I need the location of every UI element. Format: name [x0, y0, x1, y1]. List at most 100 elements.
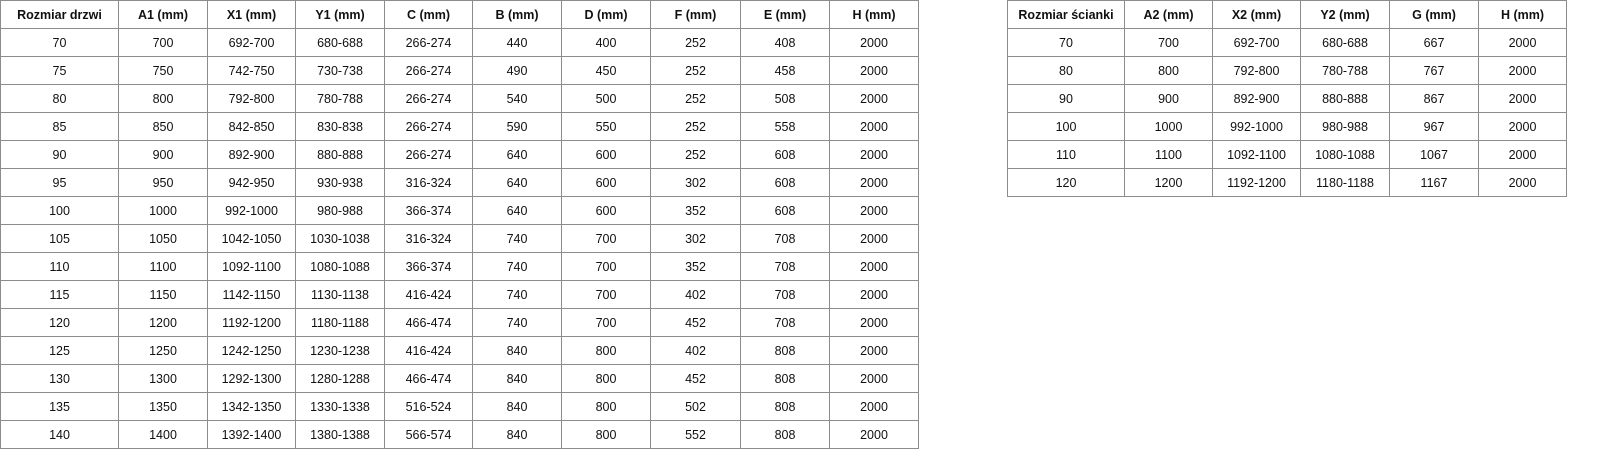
- table-cell: 640: [472, 168, 562, 197]
- table-cell: 120: [1007, 168, 1125, 197]
- table-row: 100 1000 992-1000 980-988 967 2000: [1007, 112, 1567, 141]
- table-cell: 600: [561, 168, 651, 197]
- table-cell: 2000: [829, 140, 919, 169]
- header-row: Rozmiar drzwi A1 (mm) X1 (mm) Y1 (mm) C (mm)…: [0, 0, 919, 29]
- table-row: 80 800 792-800 780-788 767 2000: [1007, 56, 1567, 85]
- table-cell: 1292-1300: [207, 364, 296, 393]
- table-cell: 600: [561, 140, 651, 169]
- column-header: A2 (mm): [1124, 0, 1213, 29]
- table-cell: 80: [1007, 56, 1125, 85]
- table-cell: 900: [118, 140, 208, 169]
- table-cell: 800: [561, 364, 651, 393]
- table-cell: 416-424: [384, 336, 473, 365]
- table-cell: 1380-1388: [295, 420, 385, 449]
- table-cell: 590: [472, 112, 562, 141]
- table-cell: 140: [0, 420, 119, 449]
- column-header: H (mm): [1478, 0, 1567, 29]
- table-cell: 90: [1007, 84, 1125, 113]
- table-cell: 2000: [1478, 112, 1567, 141]
- table-cell: 842-850: [207, 112, 296, 141]
- table-cell: 2000: [1478, 84, 1567, 113]
- table-cell: 1350: [118, 392, 208, 421]
- table-cell: 1000: [1124, 112, 1213, 141]
- table-cell: 1330-1338: [295, 392, 385, 421]
- table-cell: 266-274: [384, 28, 473, 57]
- column-header: Rozmiar drzwi: [0, 0, 119, 29]
- table-row: 95 950 942-950 930-938 316-324 640 600 302 608 20…: [0, 168, 919, 197]
- table-cell: 266-274: [384, 84, 473, 113]
- table-cell: 566-574: [384, 420, 473, 449]
- table-cell: 792-800: [207, 84, 296, 113]
- table-cell: 100: [0, 196, 119, 225]
- table-cell: 1392-1400: [207, 420, 296, 449]
- column-header: F (mm): [650, 0, 741, 29]
- table-cell: 266-274: [384, 112, 473, 141]
- table-cell: 540: [472, 84, 562, 113]
- table-cell: 85: [0, 112, 119, 141]
- table-cell: 550: [561, 112, 651, 141]
- table-cell: 767: [1389, 56, 1479, 85]
- table-cell: 1142-1150: [207, 280, 296, 309]
- table-cell: 840: [472, 420, 562, 449]
- table-cell: 2000: [829, 84, 919, 113]
- door-size-table: Rozmiar drzwi A1 (mm) X1 (mm) Y1 (mm) C (mm)…: [0, 0, 919, 449]
- table-cell: 950: [118, 168, 208, 197]
- table-cell: 840: [472, 364, 562, 393]
- table-cell: 967: [1389, 112, 1479, 141]
- table-cell: 867: [1389, 84, 1479, 113]
- table-cell: 1092-1100: [207, 252, 296, 281]
- table-cell: 402: [650, 336, 741, 365]
- table-cell: 800: [561, 420, 651, 449]
- table-cell: 608: [740, 140, 830, 169]
- table-cell: 608: [740, 196, 830, 225]
- table-cell: 708: [740, 280, 830, 309]
- table-cell: 302: [650, 168, 741, 197]
- table-cell: 2000: [829, 56, 919, 85]
- table-cell: 100: [1007, 112, 1125, 141]
- table-cell: 1180-1188: [1300, 168, 1390, 197]
- table-cell: 740: [472, 280, 562, 309]
- table-cell: 1000: [118, 196, 208, 225]
- table-body: 70 700 692-700 680-688 266-274 440 400 252 408 20…: [0, 28, 919, 449]
- table-cell: 800: [1124, 56, 1213, 85]
- table-cell: 1200: [1124, 168, 1213, 197]
- table-cell: 608: [740, 168, 830, 197]
- table-cell: 452: [650, 364, 741, 393]
- column-header: G (mm): [1389, 0, 1479, 29]
- column-header: H (mm): [829, 0, 919, 29]
- table-cell: 892-900: [1212, 84, 1301, 113]
- table-cell: 558: [740, 112, 830, 141]
- column-header: D (mm): [561, 0, 651, 29]
- table-cell: 2000: [829, 252, 919, 281]
- table-cell: 808: [740, 336, 830, 365]
- table-cell: 1067: [1389, 140, 1479, 169]
- table-row: 115 1150 1142-1150 1130-1138 416-424 740 700 40…: [0, 280, 919, 309]
- table-cell: 1200: [118, 308, 208, 337]
- table-cell: 640: [472, 140, 562, 169]
- table-cell: 740: [472, 308, 562, 337]
- table-cell: 700: [561, 308, 651, 337]
- table-cell: 2000: [1478, 140, 1567, 169]
- table-cell: 110: [0, 252, 119, 281]
- table-cell: 2000: [829, 336, 919, 365]
- table-cell: 500: [561, 84, 651, 113]
- table-cell: 80: [0, 84, 119, 113]
- table-cell: 980-988: [1300, 112, 1390, 141]
- table-cell: 490: [472, 56, 562, 85]
- table-cell: 1130-1138: [295, 280, 385, 309]
- table-cell: 95: [0, 168, 119, 197]
- table-cell: 780-788: [1300, 56, 1390, 85]
- table-cell: 808: [740, 364, 830, 393]
- table-body: 70 700 692-700 680-688 667 2000 80 800 792-800 78…: [1007, 28, 1567, 197]
- table-cell: 2000: [829, 112, 919, 141]
- table-cell: 700: [561, 280, 651, 309]
- table-cell: 1080-1088: [295, 252, 385, 281]
- table-cell: 450: [561, 56, 651, 85]
- table-cell: 120: [0, 308, 119, 337]
- table-cell: 252: [650, 56, 741, 85]
- table-cell: 352: [650, 252, 741, 281]
- table-row: 120 1200 1192-1200 1180-1188 466-474 740 700 45…: [0, 308, 919, 337]
- table-cell: 830-838: [295, 112, 385, 141]
- table-cell: 808: [740, 420, 830, 449]
- table-cell: 2000: [1478, 168, 1567, 197]
